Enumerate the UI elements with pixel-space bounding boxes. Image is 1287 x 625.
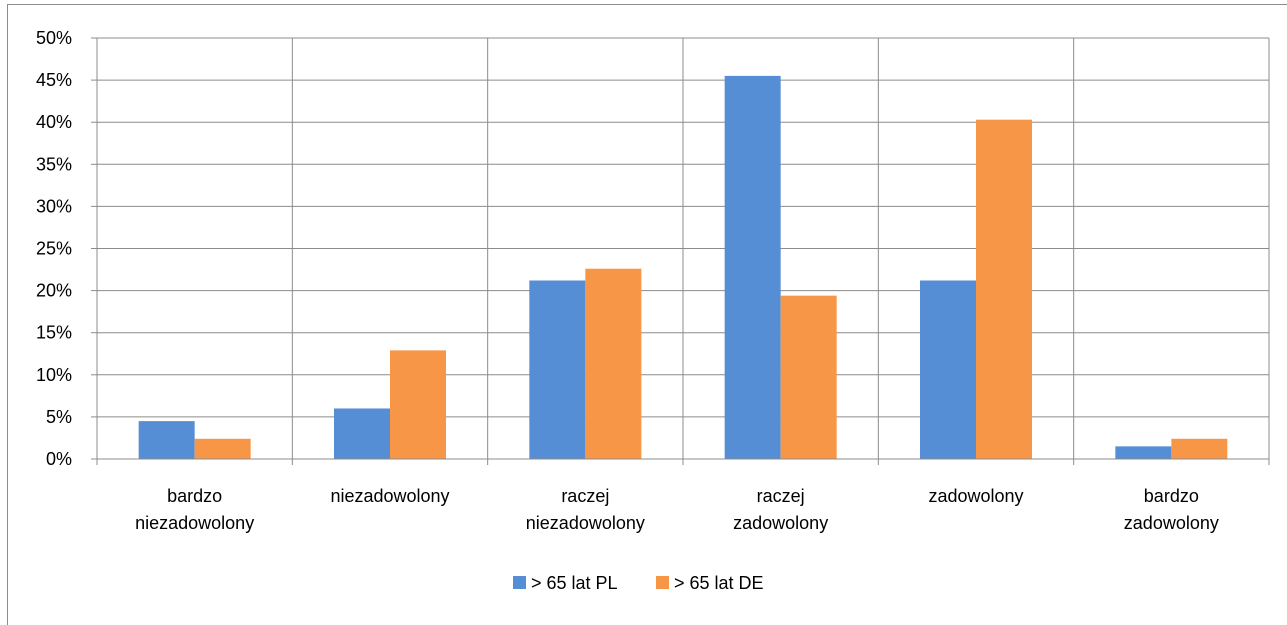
y-tick-label: 0% [46,449,72,469]
y-tick-label: 50% [36,28,72,48]
bar-de [1171,438,1228,459]
y-tick-label: 5% [46,407,72,427]
gridlines [97,37,1270,459]
bar-de [390,350,446,459]
bars [138,75,1228,459]
bar-pl [138,421,195,459]
x-category-label: bardzo zadowolony [1124,486,1219,533]
y-tick-label: 20% [36,281,72,301]
bar-pl [529,280,586,459]
y-tick-label: 10% [36,365,72,385]
bar-pl [724,75,781,459]
x-category-label: niezadowolony [330,486,449,506]
y-tick-label: 45% [36,70,72,90]
x-category-label: bardzo niezadowolony [135,486,254,533]
x-axis-category-labels: bardzo niezadowolony niezadowolony raczej ni… [135,486,1219,533]
bar-de [194,438,251,459]
bar-de [585,268,642,459]
legend-label: > 65 lat DE [674,573,764,593]
x-category-label: raczej zadowolony [733,486,828,533]
axes [91,37,1270,465]
y-tick-label: 15% [36,323,72,343]
x-category-label: zadowolony [928,486,1023,506]
legend: > 65 lat PL > 65 lat DE [513,573,764,593]
bar-pl [920,280,976,459]
y-axis-tick-labels: 0% 5% 10% 15% 20% 25% 30% 35% 40% 45% 50% [36,28,72,469]
bar-pl [1115,446,1172,459]
chart-area-border [7,4,1287,625]
bar-de [780,295,837,459]
y-tick-label: 30% [36,196,72,216]
bar-de [976,119,1032,459]
legend-swatch [513,576,526,589]
y-tick-label: 40% [36,112,72,132]
y-tick-label: 25% [36,239,72,259]
y-tick-label: 35% [36,154,72,174]
legend-label: > 65 lat PL [531,573,618,593]
bar-pl [334,408,390,459]
legend-swatch [656,576,669,589]
x-category-label: raczej niezadowolony [526,486,645,533]
